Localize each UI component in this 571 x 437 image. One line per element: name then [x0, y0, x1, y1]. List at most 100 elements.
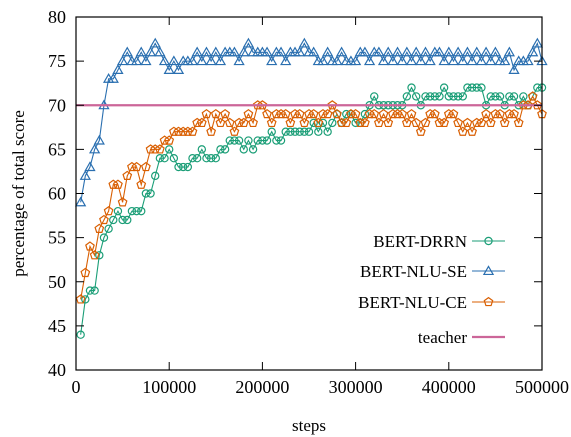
y-axis-label: percentage of total score: [9, 110, 28, 277]
data-point: [113, 206, 123, 216]
data-point: [472, 83, 481, 92]
data-point: [439, 117, 450, 128]
data-point: [471, 117, 482, 128]
data-point: [149, 37, 161, 48]
data-point: [174, 162, 183, 172]
data-point: [499, 55, 511, 66]
data-point: [452, 46, 464, 57]
data-point: [467, 126, 477, 136]
data-point: [140, 55, 152, 66]
data-point: [281, 127, 290, 136]
data-point: [169, 153, 179, 163]
data-point: [429, 108, 440, 119]
x-tick-label: 0: [72, 377, 81, 397]
legend-marker: [484, 236, 493, 246]
data-point: [178, 126, 189, 136]
data-point: [406, 108, 417, 119]
data-point: [505, 92, 514, 101]
data-point: [430, 92, 440, 101]
data-point: [121, 46, 133, 57]
data-point: [532, 100, 543, 110]
legend-item-bert-nlu-ce: BERT-NLU-CE: [358, 293, 505, 312]
data-point: [396, 55, 408, 66]
data-point: [355, 117, 366, 128]
series-line-bert-nlu-ce: [80, 95, 543, 300]
data-point: [318, 108, 328, 119]
data-point: [191, 46, 203, 57]
data-point: [261, 46, 273, 57]
data-point: [463, 83, 472, 92]
y-tick-label: 50: [48, 272, 66, 292]
legend-item-bert-drrn: BERT-DRRN: [373, 232, 505, 251]
data-point: [443, 46, 455, 57]
data-point: [123, 215, 132, 225]
data-point: [411, 92, 421, 101]
legend-item-teacher: teacher: [418, 328, 505, 347]
data-point: [136, 179, 147, 189]
data-point: [164, 145, 174, 154]
data-point: [239, 145, 248, 154]
data-point: [234, 117, 244, 128]
data-point: [370, 92, 379, 101]
data-point: [216, 145, 225, 154]
data-point: [378, 108, 389, 119]
data-point: [238, 117, 249, 128]
data-point: [300, 127, 309, 136]
data-point: [438, 55, 450, 66]
data-point: [304, 108, 314, 119]
data-point: [439, 83, 449, 92]
data-point: [112, 64, 124, 75]
data-point: [504, 108, 515, 119]
data-point: [173, 126, 184, 136]
y-tick-label: 60: [48, 184, 66, 204]
data-point: [202, 153, 211, 163]
data-point: [220, 108, 231, 119]
data-point: [182, 126, 193, 136]
data-point: [262, 136, 272, 145]
data-point: [252, 100, 263, 110]
data-point: [447, 55, 460, 66]
data-point: [210, 108, 221, 119]
data-point: [489, 46, 502, 57]
data-point: [81, 295, 90, 304]
data-point: [533, 83, 542, 92]
data-point: [75, 196, 87, 207]
data-point: [308, 46, 320, 57]
legend-marker: [482, 265, 495, 276]
data-point: [248, 117, 258, 128]
data-point: [402, 92, 412, 101]
data-point: [304, 127, 314, 136]
data-point: [327, 100, 338, 110]
data-point: [93, 134, 105, 145]
data-point: [168, 55, 180, 66]
data-point: [392, 108, 403, 119]
data-point: [225, 136, 234, 145]
data-point: [448, 108, 459, 119]
data-point: [256, 46, 269, 57]
data-point: [368, 46, 380, 57]
data-point: [350, 108, 361, 119]
data-point: [349, 55, 362, 66]
data-point: [328, 118, 337, 128]
data-point: [434, 117, 445, 128]
y-tick-label: 40: [48, 360, 66, 380]
series-line-bert-drrn: [80, 86, 542, 335]
data-point: [495, 92, 505, 101]
data-point: [295, 127, 304, 136]
data-point: [457, 126, 468, 136]
data-point: [298, 37, 310, 48]
data-point: [466, 55, 478, 66]
x-axis-label: steps: [292, 416, 326, 435]
data-point: [196, 117, 207, 128]
data-point: [415, 126, 426, 136]
data-point: [314, 127, 323, 136]
data-point: [211, 153, 220, 163]
data-point: [234, 136, 244, 145]
data-point: [276, 108, 286, 119]
data-point: [160, 153, 169, 163]
data-point: [509, 108, 519, 119]
data-point: [150, 144, 161, 154]
data-point: [531, 37, 543, 48]
data-point: [85, 241, 95, 251]
